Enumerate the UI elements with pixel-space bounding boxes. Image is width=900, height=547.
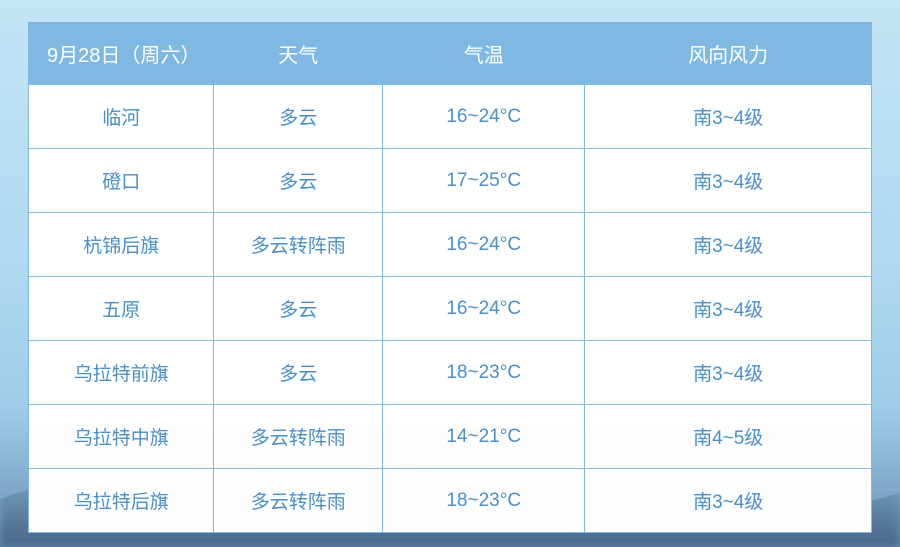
cell-wind: 南3~4级	[585, 213, 872, 277]
cell-temp: 14~21°C	[383, 405, 585, 469]
header-weather: 天气	[214, 23, 383, 85]
table-row: 磴口 多云 17~25°C 南3~4级	[29, 149, 872, 213]
cell-temp: 16~24°C	[383, 85, 585, 149]
header-date: 9月28日（周六）	[29, 23, 214, 85]
cell-temp: 16~24°C	[383, 213, 585, 277]
cell-wind: 南3~4级	[585, 469, 872, 533]
cell-weather: 多云转阵雨	[214, 469, 383, 533]
table-row: 五原 多云 16~24°C 南3~4级	[29, 277, 872, 341]
cell-location: 临河	[29, 85, 214, 149]
table-row: 乌拉特中旗 多云转阵雨 14~21°C 南4~5级	[29, 405, 872, 469]
cell-temp: 16~24°C	[383, 277, 585, 341]
cell-weather: 多云	[214, 277, 383, 341]
cell-wind: 南3~4级	[585, 85, 872, 149]
header-wind: 风向风力	[585, 23, 872, 85]
cell-location: 乌拉特前旗	[29, 341, 214, 405]
cell-location: 磴口	[29, 149, 214, 213]
table-header-row: 9月28日（周六） 天气 气温 风向风力	[29, 23, 872, 85]
cell-temp: 18~23°C	[383, 469, 585, 533]
cell-wind: 南3~4级	[585, 149, 872, 213]
cell-wind: 南4~5级	[585, 405, 872, 469]
cell-location: 杭锦后旗	[29, 213, 214, 277]
cell-location: 乌拉特中旗	[29, 405, 214, 469]
cell-wind: 南3~4级	[585, 277, 872, 341]
weather-table: 9月28日（周六） 天气 气温 风向风力 临河 多云 16~24°C 南3~4级…	[28, 22, 872, 533]
table-row: 临河 多云 16~24°C 南3~4级	[29, 85, 872, 149]
cell-wind: 南3~4级	[585, 341, 872, 405]
table-row: 杭锦后旗 多云转阵雨 16~24°C 南3~4级	[29, 213, 872, 277]
cell-weather: 多云	[214, 341, 383, 405]
cell-weather: 多云	[214, 85, 383, 149]
cell-temp: 18~23°C	[383, 341, 585, 405]
cell-location: 五原	[29, 277, 214, 341]
cell-weather: 多云	[214, 149, 383, 213]
cell-weather: 多云转阵雨	[214, 213, 383, 277]
header-temp: 气温	[383, 23, 585, 85]
cell-location: 乌拉特后旗	[29, 469, 214, 533]
cell-temp: 17~25°C	[383, 149, 585, 213]
table-row: 乌拉特前旗 多云 18~23°C 南3~4级	[29, 341, 872, 405]
weather-table-container: 9月28日（周六） 天气 气温 风向风力 临河 多云 16~24°C 南3~4级…	[28, 22, 872, 533]
table-row: 乌拉特后旗 多云转阵雨 18~23°C 南3~4级	[29, 469, 872, 533]
cell-weather: 多云转阵雨	[214, 405, 383, 469]
